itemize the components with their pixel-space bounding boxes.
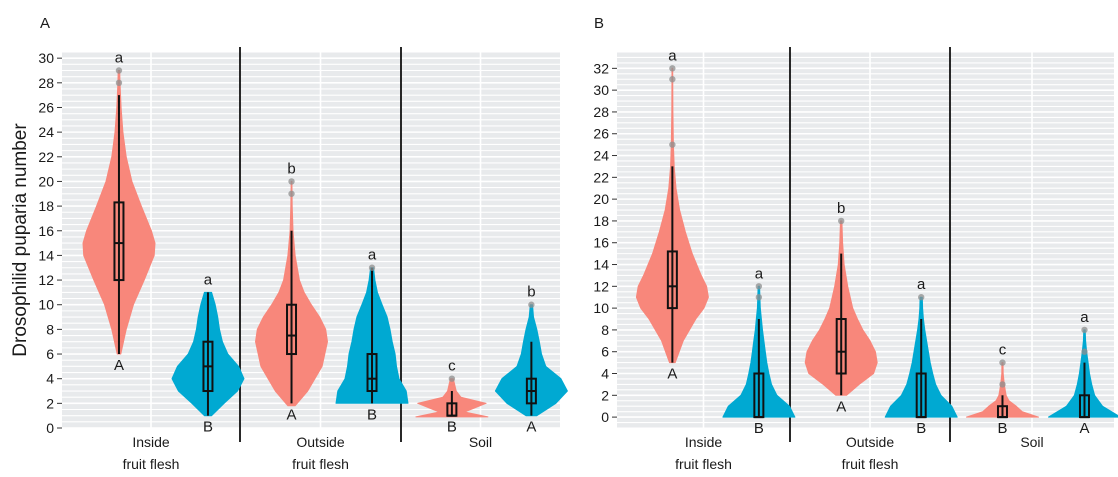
y-tick-label: 8 <box>601 322 609 338</box>
outlier-point <box>755 294 763 301</box>
y-tick-label: 30 <box>38 50 54 66</box>
bottom-significance-letter: A <box>526 419 536 436</box>
top-significance-letter: b <box>287 160 295 177</box>
y-tick-label: 28 <box>38 75 54 91</box>
y-tick-label: 14 <box>593 257 609 273</box>
y-tick-label: 16 <box>38 223 54 239</box>
top-significance-letter: a <box>668 47 677 64</box>
y-tick-label: 22 <box>593 169 609 185</box>
bottom-significance-letter: B <box>997 420 1007 437</box>
y-tick-label: 2 <box>46 395 54 411</box>
y-tick-label: 24 <box>38 124 54 140</box>
group-label: fruit flesh <box>675 456 732 472</box>
y-tick-label: 20 <box>593 191 609 207</box>
top-significance-letter: a <box>204 271 213 288</box>
group-label: fruit flesh <box>842 456 899 472</box>
bottom-significance-letter: A <box>287 406 297 423</box>
outlier-point <box>115 79 123 87</box>
box <box>835 318 847 375</box>
outlier-point <box>669 76 676 83</box>
y-tick-label: 0 <box>601 409 609 425</box>
y-tick-label: 2 <box>601 387 609 403</box>
outlier-point <box>288 178 295 185</box>
group-label: Outside <box>846 434 894 450</box>
bottom-significance-letter: A <box>1079 420 1089 437</box>
group-label: Outside <box>296 434 344 450</box>
outlier-point <box>448 375 456 382</box>
box <box>666 250 678 310</box>
panel-a-label: A <box>40 15 50 32</box>
group-label: Soil <box>469 434 492 450</box>
y-tick-label: 4 <box>46 371 54 387</box>
group-label: fruit flesh <box>292 456 349 472</box>
y-tick-label: 14 <box>38 247 54 263</box>
outlier-point <box>918 294 925 301</box>
top-significance-letter: b <box>527 284 535 301</box>
y-tick-label: 0 <box>46 420 54 436</box>
bottom-significance-letter: B <box>754 420 764 437</box>
box <box>113 201 125 282</box>
y-tick-label: 16 <box>593 235 609 251</box>
outlier-point <box>368 264 376 271</box>
y-axis-label: Drosophilid puparia number <box>10 123 31 357</box>
y-tick-label: 4 <box>601 366 609 382</box>
y-tick-label: 26 <box>38 99 54 115</box>
panel-b-label: B <box>594 15 604 32</box>
top-significance-letter: c <box>448 358 456 375</box>
y-tick-label: 28 <box>593 104 609 120</box>
outlier-point <box>115 67 123 74</box>
top-significance-letter: a <box>368 247 377 264</box>
y-tick-label: 8 <box>46 321 54 337</box>
top-significance-letter: a <box>755 265 764 282</box>
group-label: Inside <box>685 434 723 450</box>
box <box>286 303 298 356</box>
outlier-point <box>755 283 763 290</box>
outlier-point <box>838 217 845 225</box>
bottom-significance-letter: B <box>367 406 377 423</box>
top-significance-letter: a <box>917 276 926 293</box>
outlier-point <box>999 359 1006 366</box>
panel-b-plot: 02468101214161820222426283032Insidefruit… <box>593 47 1118 472</box>
y-tick-label: 18 <box>38 198 54 214</box>
group-label: Soil <box>1020 434 1043 450</box>
outlier-point <box>669 65 676 72</box>
y-tick-label: 18 <box>593 213 609 229</box>
y-tick-label: 24 <box>593 148 609 164</box>
outlier-point <box>1081 326 1088 334</box>
outlier-point <box>1081 348 1088 355</box>
y-tick-label: 6 <box>601 344 609 360</box>
y-tick-label: 20 <box>38 173 54 189</box>
outlier-point <box>288 190 295 197</box>
bottom-significance-letter: A <box>114 357 124 374</box>
outlier-point <box>528 301 535 308</box>
group-label: fruit flesh <box>123 456 180 472</box>
y-tick-label: 10 <box>593 300 609 316</box>
y-tick-label: 26 <box>593 126 609 142</box>
y-tick-label: 12 <box>593 278 609 294</box>
bottom-significance-letter: B <box>203 419 213 436</box>
bottom-significance-letter: A <box>667 366 677 383</box>
y-tick-label: 32 <box>593 60 609 76</box>
bottom-significance-letter: B <box>916 420 926 437</box>
bottom-significance-letter: A <box>836 398 846 415</box>
y-tick-label: 22 <box>38 149 54 165</box>
y-tick-label: 12 <box>38 272 54 288</box>
y-tick-label: 30 <box>593 82 609 98</box>
outlier-point <box>669 141 676 148</box>
top-significance-letter: c <box>999 342 1007 359</box>
top-significance-letter: b <box>837 200 845 217</box>
y-tick-label: 10 <box>38 297 54 313</box>
box <box>366 353 378 393</box>
top-significance-letter: a <box>1080 309 1089 326</box>
group-label: Inside <box>132 434 170 450</box>
bottom-significance-letter: B <box>447 419 457 436</box>
outlier-point <box>999 381 1006 388</box>
y-tick-label: 6 <box>46 346 54 362</box>
top-significance-letter: a <box>115 49 124 66</box>
